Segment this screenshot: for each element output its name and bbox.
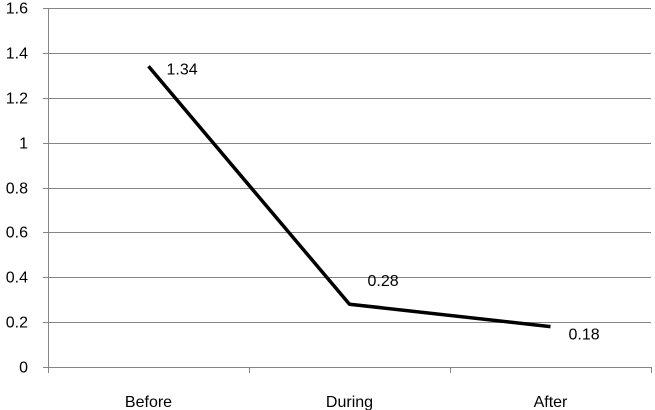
x-axis-ticks: Before During After	[48, 367, 652, 410]
y-tick-label: 1	[19, 136, 28, 153]
axes	[48, 8, 651, 368]
y-tick-label: 1.2	[6, 91, 28, 108]
y-tick-label: 0.2	[6, 315, 28, 332]
series-line	[147, 65, 551, 329]
data-label: 1.34	[167, 61, 198, 78]
x-tick-label: After	[534, 394, 568, 410]
data-label: 0.18	[569, 327, 600, 344]
x-tick-label: Before	[125, 394, 172, 410]
y-tick-label: 1.4	[6, 46, 28, 63]
data-labels: 1.34 0.28 0.18	[167, 61, 600, 343]
gridlines	[48, 8, 651, 323]
series-layer	[147, 65, 551, 329]
x-tick-label: During	[326, 394, 373, 410]
y-axis-ticks: 0 0.2 0.4 0.6 0.8 1 1.2 1.4 1.6	[6, 1, 48, 377]
y-tick-label: 0.4	[6, 270, 28, 287]
y-tick-label: 1.6	[6, 1, 28, 18]
data-label: 0.28	[368, 273, 399, 290]
y-tick-label: 0.6	[6, 225, 28, 242]
y-tick-label: 0.8	[6, 181, 28, 198]
y-tick-label: 0	[19, 360, 28, 377]
